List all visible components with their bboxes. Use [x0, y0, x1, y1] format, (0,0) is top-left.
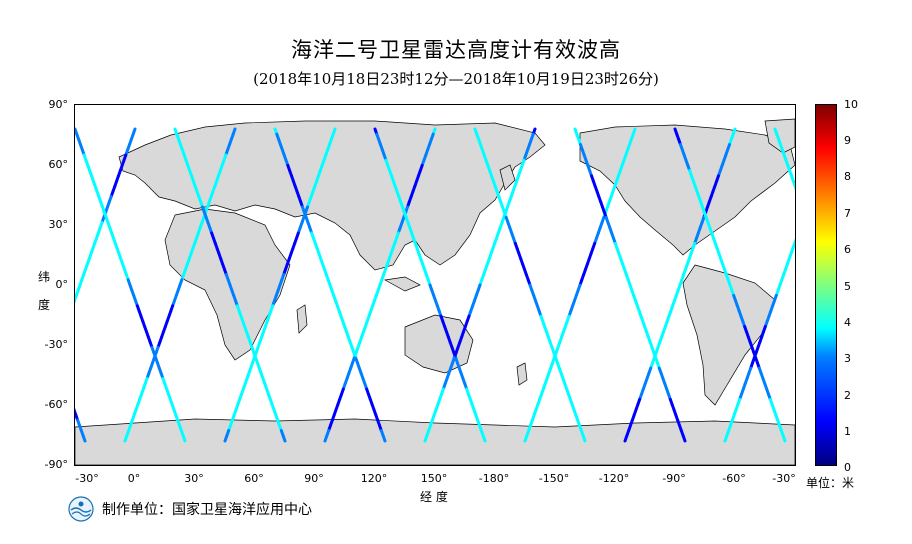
xtick-label: -180° — [478, 472, 510, 485]
colorbar-tick: 3 — [844, 352, 851, 365]
track-segment — [81, 434, 87, 443]
colorbar-unit: 单位：米 — [806, 476, 855, 490]
track-segment — [181, 434, 187, 443]
xtick-label: -120° — [598, 472, 630, 485]
y-axis-title-char: 纬 — [38, 270, 51, 284]
ytick-label: -60° — [44, 398, 68, 411]
xtick-label: -90° — [662, 472, 686, 485]
xtick-label: 0° — [127, 472, 141, 485]
track-segment — [681, 434, 687, 443]
colorbar-tick: 2 — [844, 389, 851, 402]
footer: 制作单位：国家卫星海洋应用中心 — [68, 496, 312, 522]
track-segment — [581, 434, 587, 443]
xtick-label: -150° — [538, 472, 570, 485]
ytick-label: 60° — [48, 158, 69, 171]
track-segment — [223, 434, 229, 443]
map-subtitle: (2018年10月18日23时12分—2018年10月19日23时26分) — [253, 70, 659, 88]
track-segment — [781, 434, 787, 443]
track-segment — [623, 434, 629, 443]
ytick-label: 0° — [55, 278, 69, 291]
north-america — [579, 124, 795, 256]
colorbar — [815, 104, 837, 466]
track-segment — [75, 293, 78, 303]
madagascar — [296, 304, 308, 334]
antarctica — [75, 418, 795, 465]
producer-label: 制作单位：国家卫星海洋应用中心 — [102, 502, 312, 518]
xtick-label: 120° — [360, 472, 388, 485]
agency-logo-icon — [68, 496, 94, 522]
y-axis-title-char: 度 — [38, 298, 51, 312]
track-segment — [423, 434, 429, 443]
track-segment — [323, 434, 329, 443]
xtick-label: 90° — [304, 472, 324, 485]
xtick-label: -60° — [722, 472, 746, 485]
track-segment — [123, 434, 129, 443]
africa — [164, 208, 291, 361]
new-zealand — [516, 362, 528, 386]
track-segment — [281, 434, 287, 443]
islands — [383, 276, 421, 292]
xtick-label: -30° — [75, 472, 99, 485]
map-area — [74, 104, 796, 466]
ytick-label: 90° — [48, 98, 69, 111]
colorbar-tick: 9 — [844, 134, 851, 147]
colorbar-tick: 0 — [844, 461, 851, 474]
japan — [499, 164, 516, 191]
xtick-label: 150° — [420, 472, 448, 485]
x-axis-title: 经 度 — [420, 490, 448, 504]
colorbar-tick: 4 — [844, 316, 851, 329]
south-america — [682, 264, 776, 406]
colorbar-tick: 6 — [844, 243, 851, 256]
map-svg — [75, 118, 795, 465]
colorbar-tick: 8 — [844, 170, 851, 183]
greenland — [764, 118, 795, 154]
xtick-label: -30° — [772, 472, 796, 485]
colorbar-tick: 1 — [844, 425, 851, 438]
ytick-label: -30° — [44, 338, 68, 351]
map-title: 海洋二号卫星雷达高度计有效波高 — [291, 38, 621, 62]
australia — [404, 314, 474, 374]
ytick-label: 30° — [48, 218, 69, 231]
track-segment — [523, 434, 529, 443]
xtick-label: 60° — [244, 472, 264, 485]
track-segment — [723, 434, 729, 443]
track-segment — [481, 434, 487, 443]
colorbar-tick: 5 — [844, 280, 851, 293]
ground-tracks — [75, 127, 795, 443]
ytick-label: -90° — [44, 458, 68, 471]
colorbar-tick: 10 — [844, 98, 858, 111]
colorbar-tick: 7 — [844, 207, 851, 220]
xtick-label: 30° — [184, 472, 204, 485]
track-segment — [381, 434, 387, 443]
